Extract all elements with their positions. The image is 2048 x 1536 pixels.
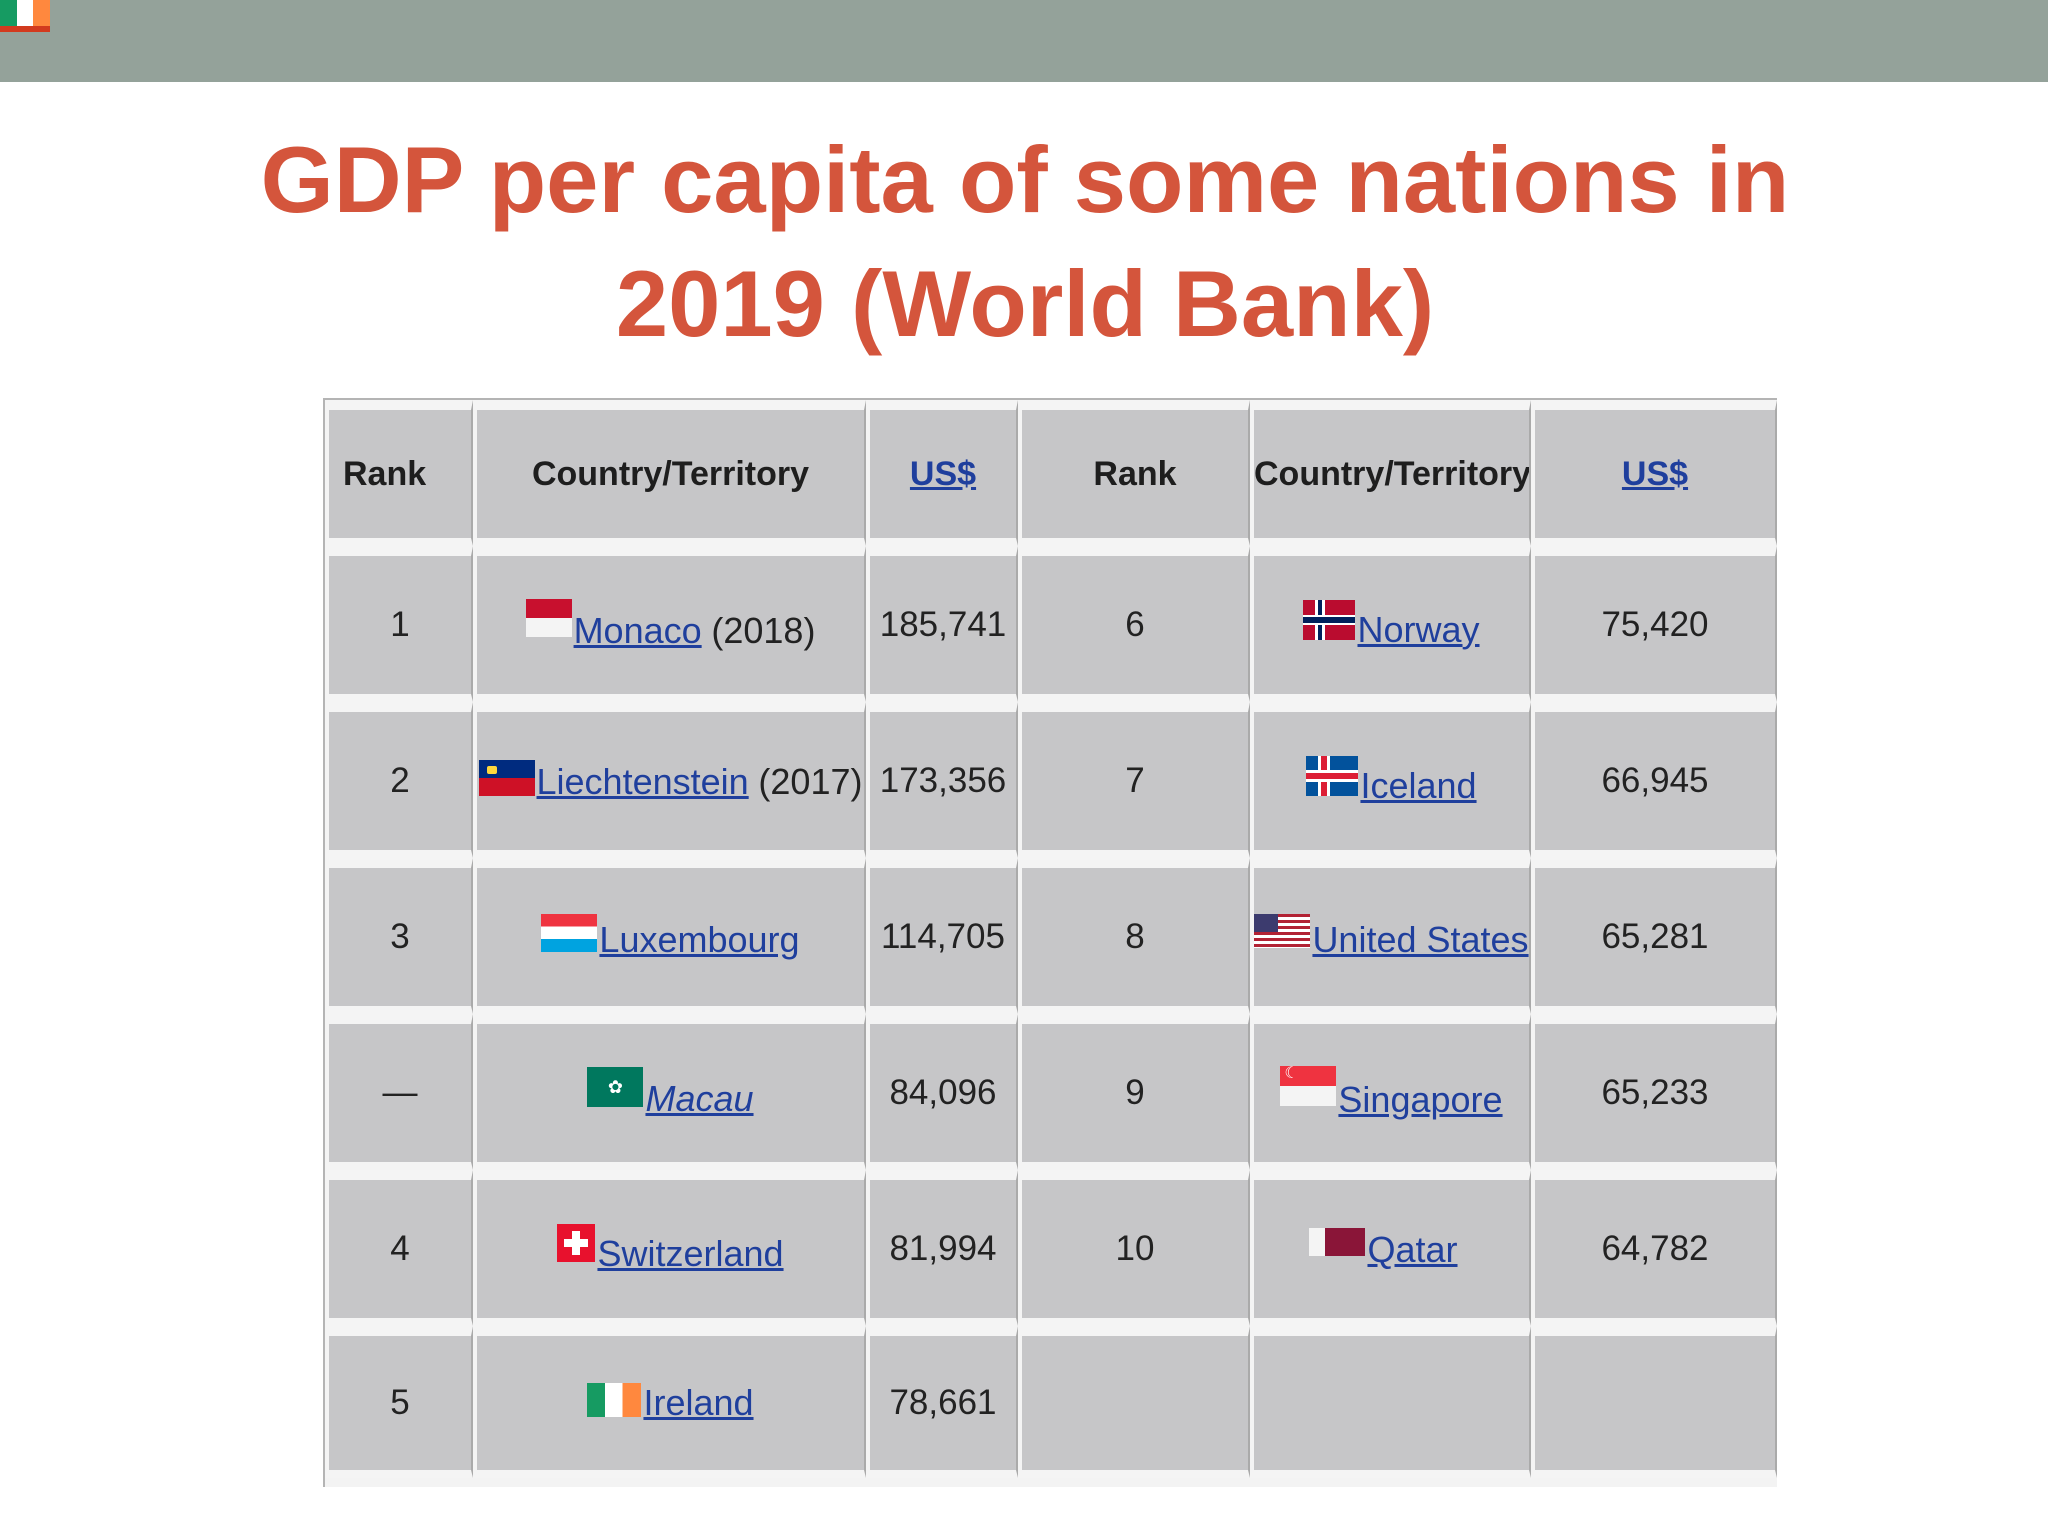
right-usd-cell: 66,945 <box>1531 702 1777 858</box>
country-link[interactable]: Qatar <box>1367 1228 1458 1270</box>
switzerland-flag-icon <box>557 1223 596 1262</box>
right-rank-cell <box>1018 1326 1250 1478</box>
table-row: 3 Luxembourg 114,705 8 United States 65,281 <box>325 858 1777 1014</box>
year-note: (2018) <box>711 609 816 651</box>
liechtenstein-flag-icon <box>478 759 535 796</box>
right-rank-cell: 6 <box>1018 546 1250 702</box>
country-link[interactable]: United States <box>1312 918 1529 960</box>
singapore-flag-icon <box>1280 1064 1337 1106</box>
right-rank-cell: 8 <box>1018 858 1250 1014</box>
usa-flag-icon <box>1254 913 1311 948</box>
header-usd[interactable]: US$ <box>1531 400 1777 546</box>
left-country-cell: Ireland <box>473 1326 866 1478</box>
right-rank-cell: 10 <box>1018 1170 1250 1326</box>
table-header-row: Rank Country/Territory US$ Rank Country/… <box>325 400 1777 546</box>
qatar-flag-icon <box>1309 1227 1366 1256</box>
country-link[interactable]: Ireland <box>643 1382 754 1423</box>
country-link[interactable]: Singapore <box>1338 1078 1503 1120</box>
table-row: 2 Liechtenstein (2017) 173,356 7 Iceland 66,9… <box>325 702 1777 858</box>
table-row: 5 Ireland 78,661 <box>325 1326 1777 1478</box>
country-link[interactable]: Macau <box>645 1077 754 1119</box>
header-usd[interactable]: US$ <box>866 400 1018 546</box>
right-country-cell: Norway <box>1250 546 1531 702</box>
left-rank-cell: 4 <box>325 1170 473 1326</box>
right-usd-cell <box>1531 1326 1777 1478</box>
gdp-table: Rank Country/Territory US$ Rank Country/… <box>325 400 1777 1478</box>
country-link[interactable]: Liechtenstein <box>536 760 749 802</box>
table-body: 1 Monaco (2018) 185,741 6 Norway 75,420 2 Liech… <box>325 546 1777 1478</box>
header-country[interactable]: Country/Territory <box>473 400 866 546</box>
header-country[interactable]: Country/Territory <box>1250 400 1531 546</box>
left-usd-cell: 84,096 <box>866 1014 1018 1170</box>
left-country-cell: Monaco (2018) <box>473 546 866 702</box>
left-country-cell: Liechtenstein (2017) <box>473 702 866 858</box>
left-rank-cell: 2 <box>325 702 473 858</box>
left-usd-cell: 81,994 <box>866 1170 1018 1326</box>
monaco-flag-icon <box>525 598 572 637</box>
left-rank-cell: 3 <box>325 858 473 1014</box>
right-rank-cell: 9 <box>1018 1014 1250 1170</box>
left-usd-cell: 78,661 <box>866 1326 1018 1478</box>
usd-link[interactable]: US$ <box>909 454 977 493</box>
country-link[interactable]: Iceland <box>1360 764 1477 806</box>
year-note: (2017) <box>758 760 863 802</box>
corner-accent <box>0 26 50 32</box>
right-usd-cell: 65,233 <box>1531 1014 1777 1170</box>
country-link[interactable]: Norway <box>1357 608 1480 650</box>
right-country-cell: Singapore <box>1250 1014 1531 1170</box>
right-country-cell: Iceland <box>1250 702 1531 858</box>
table-row: 1 Monaco (2018) 185,741 6 Norway 75,420 <box>325 546 1777 702</box>
left-rank-cell: 5 <box>325 1326 473 1478</box>
macau-flag-icon <box>587 1066 644 1107</box>
slide-title: GDP per capita of some nations in 2019 (… <box>260 127 1790 356</box>
left-usd-cell: 173,356 <box>866 702 1018 858</box>
header-rank[interactable]: Rank <box>325 400 473 546</box>
left-usd-cell: 185,741 <box>866 546 1018 702</box>
table-row: 4 Switzerland 81,994 10 Qatar 64,782 <box>325 1170 1777 1326</box>
usd-link[interactable]: US$ <box>1621 454 1689 493</box>
ireland-flag-icon <box>587 1383 642 1417</box>
ireland-corner-flag-icon <box>0 0 51 32</box>
right-country-cell: United States <box>1250 858 1531 1014</box>
country-link[interactable]: Monaco <box>573 609 702 651</box>
luxembourg-flag-icon <box>541 913 598 952</box>
right-country-cell: Qatar <box>1250 1170 1531 1326</box>
right-rank-cell: 7 <box>1018 702 1250 858</box>
left-rank-cell: — <box>325 1014 473 1170</box>
left-country-cell: Switzerland <box>473 1170 866 1326</box>
norway-flag-icon <box>1303 599 1356 640</box>
country-link[interactable]: Switzerland <box>597 1232 784 1274</box>
left-rank-cell: 1 <box>325 546 473 702</box>
right-usd-cell: 65,281 <box>1531 858 1777 1014</box>
gdp-table-container: Rank Country/Territory US$ Rank Country/… <box>323 398 1777 1487</box>
right-usd-cell: 64,782 <box>1531 1170 1777 1326</box>
country-link[interactable]: Luxembourg <box>599 918 800 960</box>
right-usd-cell: 75,420 <box>1531 546 1777 702</box>
top-bar <box>0 0 2048 82</box>
iceland-flag-icon <box>1306 755 1359 796</box>
left-country-cell: Macau <box>473 1014 866 1170</box>
left-usd-cell: 114,705 <box>866 858 1018 1014</box>
right-country-cell <box>1250 1326 1531 1478</box>
left-country-cell: Luxembourg <box>473 858 866 1014</box>
header-rank[interactable]: Rank <box>1018 400 1250 546</box>
